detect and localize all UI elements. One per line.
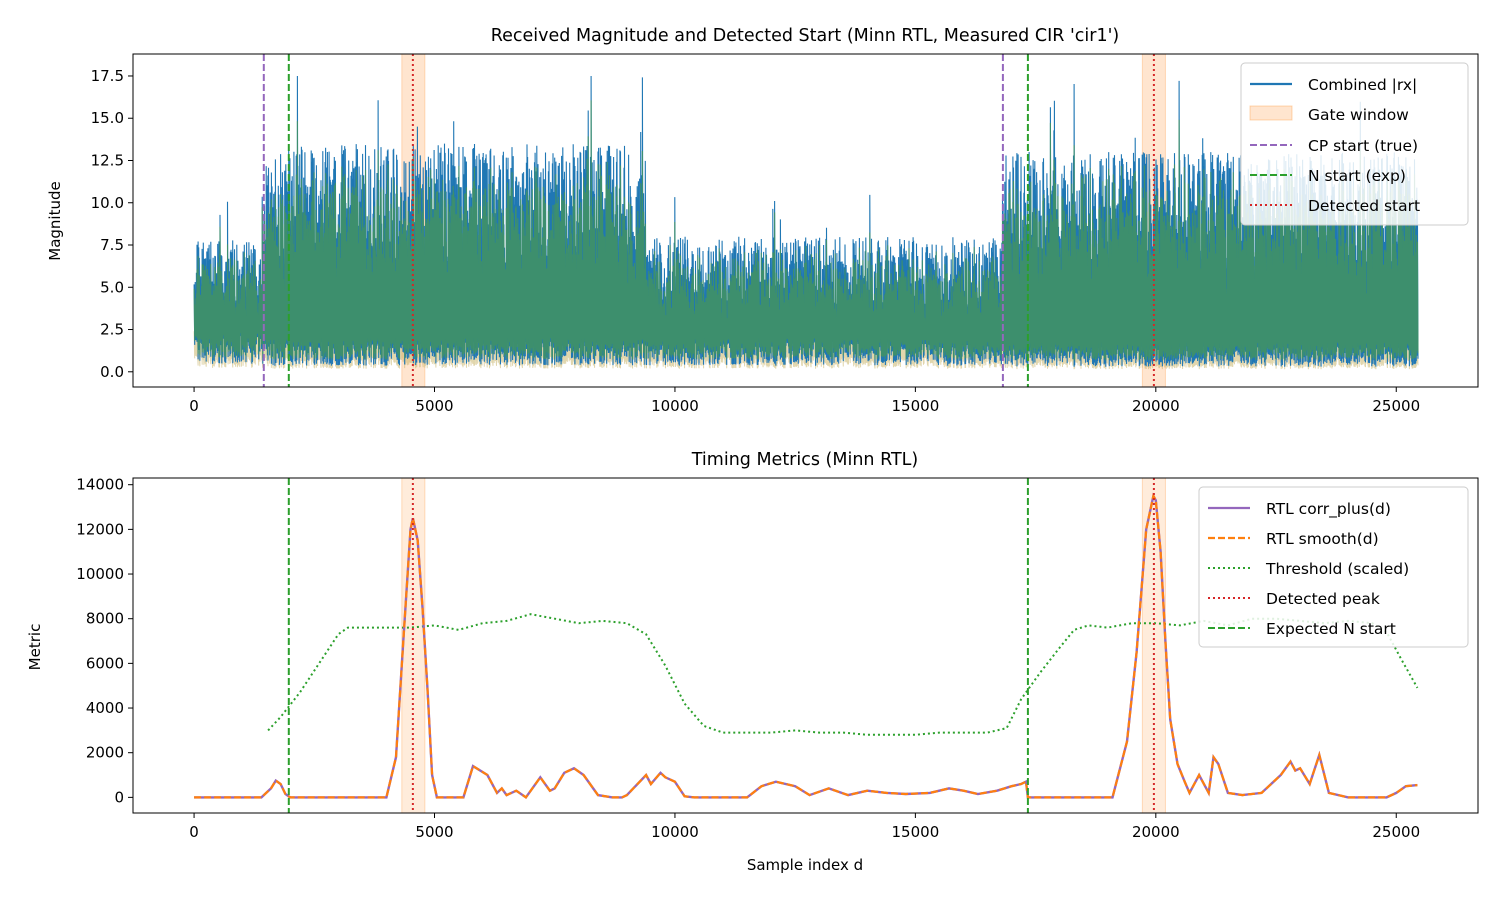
bottom-chart-title: Timing Metrics (Minn RTL) — [691, 450, 918, 470]
top-y-tick-label: 7.5 — [100, 236, 124, 254]
top-plot-area — [193, 54, 1419, 387]
bottom-chart: Timing Metrics (Minn RTL) 0 5000 10000 1500… — [26, 450, 1479, 874]
threshold-line — [267, 613, 1419, 736]
top-x-tick-label: 25000 — [1372, 397, 1420, 415]
bottom-y-tick-label: 2000 — [86, 744, 124, 762]
legend-label-n-start: N start (exp) — [1308, 167, 1406, 185]
bottom-y-tick-label: 0 — [114, 788, 124, 806]
bottom-plot-area — [194, 478, 1419, 813]
legend-label-combined-rx: Combined |rx| — [1308, 76, 1417, 94]
overlay-magnitude-trace — [193, 100, 1419, 361]
bottom-x-tick-label: 5000 — [415, 823, 453, 841]
bottom-x-tick-label: 0 — [189, 823, 199, 841]
bottom-x-tick-label: 15000 — [892, 823, 940, 841]
top-y-tick-label: 0.0 — [100, 363, 124, 381]
legend-label-cp-start: CP start (true) — [1308, 137, 1418, 155]
legend-label-threshold: Threshold (scaled) — [1265, 560, 1409, 578]
top-legend: Combined |rx| Gate window CP start (true… — [1240, 62, 1469, 226]
bottom-x-tick-label: 20000 — [1132, 823, 1180, 841]
bottom-legend: RTL corr_plus(d) RTL smooth(d) Threshold… — [1198, 486, 1469, 648]
top-y-tick-label: 10.0 — [91, 194, 124, 212]
bottom-y-tick-label: 4000 — [86, 699, 124, 717]
bottom-x-ticks: 0 5000 10000 15000 20000 25000 — [189, 813, 1420, 841]
top-y-tick-label: 2.5 — [100, 321, 124, 339]
legend-label-rtl-smooth: RTL smooth(d) — [1266, 530, 1379, 548]
bottom-y-tick-label: 8000 — [86, 610, 124, 628]
top-x-tick-label: 5000 — [415, 397, 453, 415]
bottom-x-tick-label: 10000 — [651, 823, 699, 841]
top-y-tick-label: 5.0 — [100, 278, 124, 296]
top-x-tick-label: 20000 — [1132, 397, 1180, 415]
legend-swatch-gate-window — [1249, 105, 1293, 121]
top-y-axis-label: Magnitude — [46, 181, 64, 260]
top-x-tick-label: 10000 — [651, 397, 699, 415]
bottom-x-axis-label: Sample index d — [747, 856, 863, 874]
top-chart: Received Magnitude and Detected Start (M… — [46, 26, 1479, 415]
top-y-tick-label: 17.5 — [91, 67, 124, 85]
top-y-tick-label: 12.5 — [91, 151, 124, 169]
legend-label-expected-n-start: Expected N start — [1266, 620, 1396, 638]
bottom-y-tick-label: 14000 — [76, 476, 124, 494]
bottom-axes-frame — [132, 477, 1479, 814]
bottom-y-axis-label: Metric — [26, 624, 44, 671]
top-y-tick-label: 15.0 — [91, 109, 124, 127]
bottom-y-tick-label: 10000 — [76, 565, 124, 583]
legend-label-rtl-corr-plus: RTL corr_plus(d) — [1266, 500, 1391, 519]
legend-label-gate-window: Gate window — [1308, 106, 1409, 124]
bottom-y-tick-label: 6000 — [86, 654, 124, 672]
rtl-smooth-line — [194, 492, 1418, 799]
legend-label-detected-start: Detected start — [1308, 197, 1420, 215]
top-x-tick-label: 15000 — [892, 397, 940, 415]
top-chart-title: Received Magnitude and Detected Start (M… — [491, 26, 1119, 46]
bottom-y-tick-label: 12000 — [76, 520, 124, 538]
top-x-ticks: 0 5000 10000 15000 20000 25000 — [189, 387, 1420, 415]
bottom-y-ticks: 0 2000 4000 6000 8000 10000 12000 14000 — [76, 476, 133, 806]
top-x-tick-label: 0 — [189, 397, 199, 415]
legend-label-detected-peak: Detected peak — [1266, 590, 1380, 608]
top-y-ticks: 0.0 2.5 5.0 7.5 10.0 12.5 15.0 17.5 — [91, 67, 133, 381]
bottom-x-tick-label: 25000 — [1372, 823, 1420, 841]
top-axes-frame — [132, 53, 1479, 388]
